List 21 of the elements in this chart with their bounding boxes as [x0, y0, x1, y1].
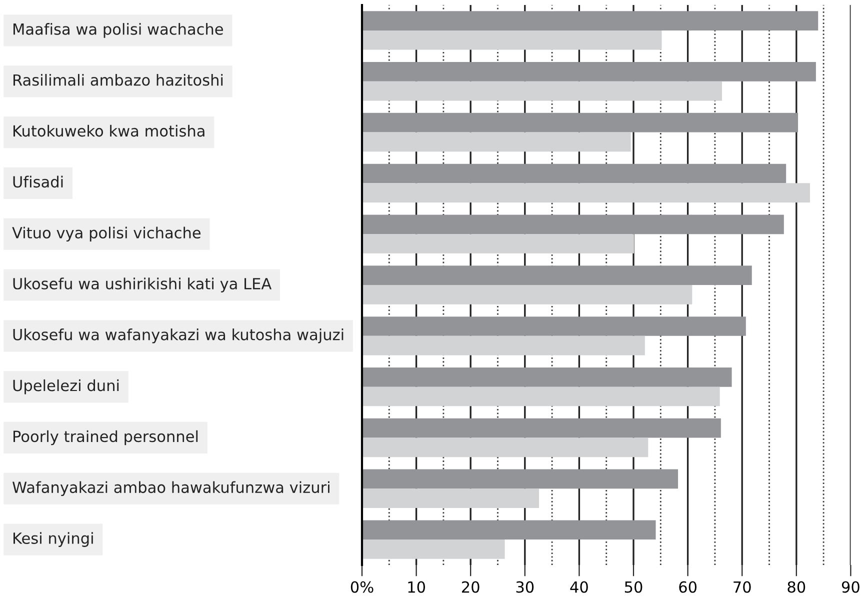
x-tick-label: 80: [788, 581, 806, 593]
x-tick-label: 10: [408, 581, 426, 593]
x-tick-label: 70: [734, 581, 751, 593]
y-tick-label: Ukosefu wa wafanyakazi wa kutosha wajuzi: [13, 328, 344, 344]
y-tick-label: Ufisadi: [13, 176, 63, 188]
x-tick-label: 60: [679, 581, 697, 593]
x-tick-label: 30: [516, 581, 534, 593]
x-tick-label: 50: [624, 581, 642, 593]
x-tick-label: 40: [570, 581, 588, 593]
y-tick-label: Kesi nyingi: [14, 532, 93, 547]
x-tick-label: 90: [842, 581, 860, 593]
y-tick-label: Maafisa wa polisi wachache: [14, 23, 223, 38]
y-tick-label: Poorly trained personnel: [14, 430, 198, 446]
x-tick-label: 20: [462, 581, 480, 593]
y-tick-label: Wafanyakazi ambao hawakufunzwa vizuri: [12, 481, 330, 496]
y-tick-label: Rasilimali ambazo hazitoshi: [14, 74, 223, 86]
y-tick-label: Ukosefu wa ushirikishi kati ya LEA: [13, 278, 272, 292]
y-tick-label: Kutokuweko kwa motisha: [14, 124, 204, 137]
y-tick-label: Upelelezi duni: [13, 379, 119, 394]
y-tick-label: Vituo vya polisi vichache: [12, 226, 201, 242]
x-tick-label: 0%: [350, 581, 374, 593]
